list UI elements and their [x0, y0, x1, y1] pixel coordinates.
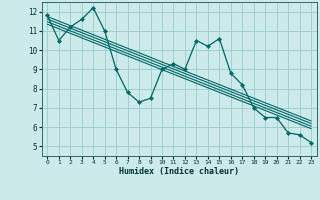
X-axis label: Humidex (Indice chaleur): Humidex (Indice chaleur) [119, 167, 239, 176]
